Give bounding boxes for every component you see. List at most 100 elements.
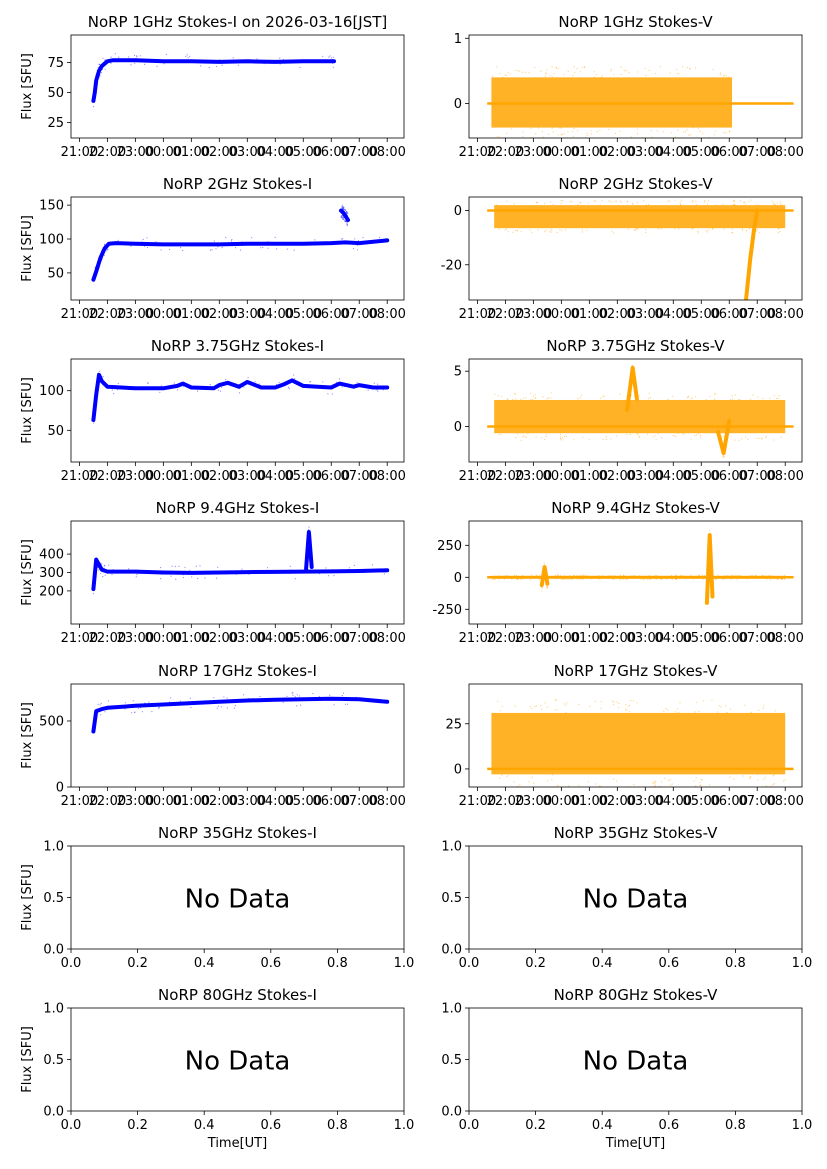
data-point xyxy=(99,263,101,265)
data-point xyxy=(701,132,704,134)
data-point xyxy=(546,586,548,589)
data-point xyxy=(670,574,673,576)
axes-frame xyxy=(70,34,405,139)
x-tick-label: 21:00 xyxy=(459,145,496,160)
data-point xyxy=(258,383,260,385)
data-point xyxy=(703,574,706,577)
data-point xyxy=(560,127,562,129)
x-tick-label: 0.8 xyxy=(327,1118,348,1133)
data-point xyxy=(308,536,310,538)
data-point xyxy=(727,430,729,432)
data-point xyxy=(145,703,147,705)
data-point xyxy=(710,573,713,575)
data-point xyxy=(507,775,509,777)
chart-title: NoRP 17GHz Stokes-I xyxy=(158,662,317,680)
x-tick-label: 00:00 xyxy=(543,631,580,646)
x-tick-label: 02:00 xyxy=(599,307,636,322)
data-point xyxy=(144,63,146,65)
data-point xyxy=(308,530,310,532)
x-tick-label: 08:00 xyxy=(368,307,405,322)
x-tick-label: 01:00 xyxy=(173,469,210,484)
data-point xyxy=(557,574,559,576)
data-point xyxy=(567,70,569,72)
data-point xyxy=(652,436,654,438)
y-tick-label: 1.0 xyxy=(43,1002,64,1017)
data-point xyxy=(552,204,554,206)
chart-title: NoRP 3.75GHz Stokes-I xyxy=(151,337,324,355)
data-point xyxy=(671,783,673,785)
data-point xyxy=(686,66,689,69)
data-point xyxy=(635,397,638,400)
x-tick-label: 01:00 xyxy=(173,631,210,646)
data-point xyxy=(200,65,202,67)
data-point xyxy=(702,578,704,580)
data-point xyxy=(720,442,722,444)
data-point xyxy=(580,394,583,396)
data-point xyxy=(724,447,726,449)
data-point xyxy=(609,200,611,202)
data-point xyxy=(230,60,232,62)
data-point xyxy=(322,381,324,383)
data-point xyxy=(710,577,713,580)
data-point xyxy=(737,399,740,401)
data-point xyxy=(383,573,385,575)
data-point xyxy=(727,421,729,423)
data-point xyxy=(341,210,343,212)
data-point xyxy=(674,199,676,201)
data-point xyxy=(707,569,710,571)
data-point xyxy=(755,224,757,226)
data-point xyxy=(776,397,778,399)
chart-title: NoRP 2GHz Stokes-I xyxy=(163,175,312,193)
data-point xyxy=(346,224,348,226)
data-point xyxy=(341,206,343,208)
data-point xyxy=(342,208,344,210)
data-point xyxy=(536,201,538,204)
x-tick-label: 22:00 xyxy=(89,145,126,160)
data-point xyxy=(355,696,357,698)
data-point xyxy=(756,207,758,209)
series-line xyxy=(304,530,314,571)
data-point xyxy=(598,575,600,577)
data-point xyxy=(338,696,340,698)
data-point xyxy=(645,74,647,77)
data-point xyxy=(751,248,753,250)
data-point xyxy=(535,705,538,707)
data-point xyxy=(755,221,757,223)
data-point xyxy=(552,774,554,776)
data-point xyxy=(744,201,746,203)
data-point xyxy=(300,704,302,706)
data-point xyxy=(554,574,557,577)
data-point xyxy=(542,578,544,580)
data-point xyxy=(341,214,343,216)
data-point xyxy=(348,567,350,569)
data-point xyxy=(95,80,98,82)
data-point xyxy=(98,255,101,257)
data-point xyxy=(611,202,613,204)
data-point xyxy=(613,74,615,76)
data-point xyxy=(722,452,724,454)
data-point xyxy=(629,704,631,706)
data-point xyxy=(97,703,99,705)
data-point xyxy=(499,72,501,75)
data-point xyxy=(560,203,562,205)
data-point xyxy=(223,571,225,573)
data-point xyxy=(720,438,723,440)
data-point xyxy=(256,58,258,60)
x-tick-label: 22:00 xyxy=(89,469,126,484)
data-point xyxy=(602,575,604,577)
data-point xyxy=(342,206,344,208)
data-point xyxy=(773,395,775,397)
data-point xyxy=(504,229,506,231)
data-point xyxy=(333,385,335,387)
data-point xyxy=(543,574,545,577)
y-tick-label: 0.0 xyxy=(441,1105,462,1120)
data-point xyxy=(549,75,551,77)
data-point xyxy=(779,201,781,203)
data-point xyxy=(100,63,102,65)
data-point xyxy=(717,429,720,431)
data-point xyxy=(587,202,590,204)
data-point xyxy=(748,272,750,274)
data-point xyxy=(278,381,280,384)
data-point xyxy=(701,779,703,781)
